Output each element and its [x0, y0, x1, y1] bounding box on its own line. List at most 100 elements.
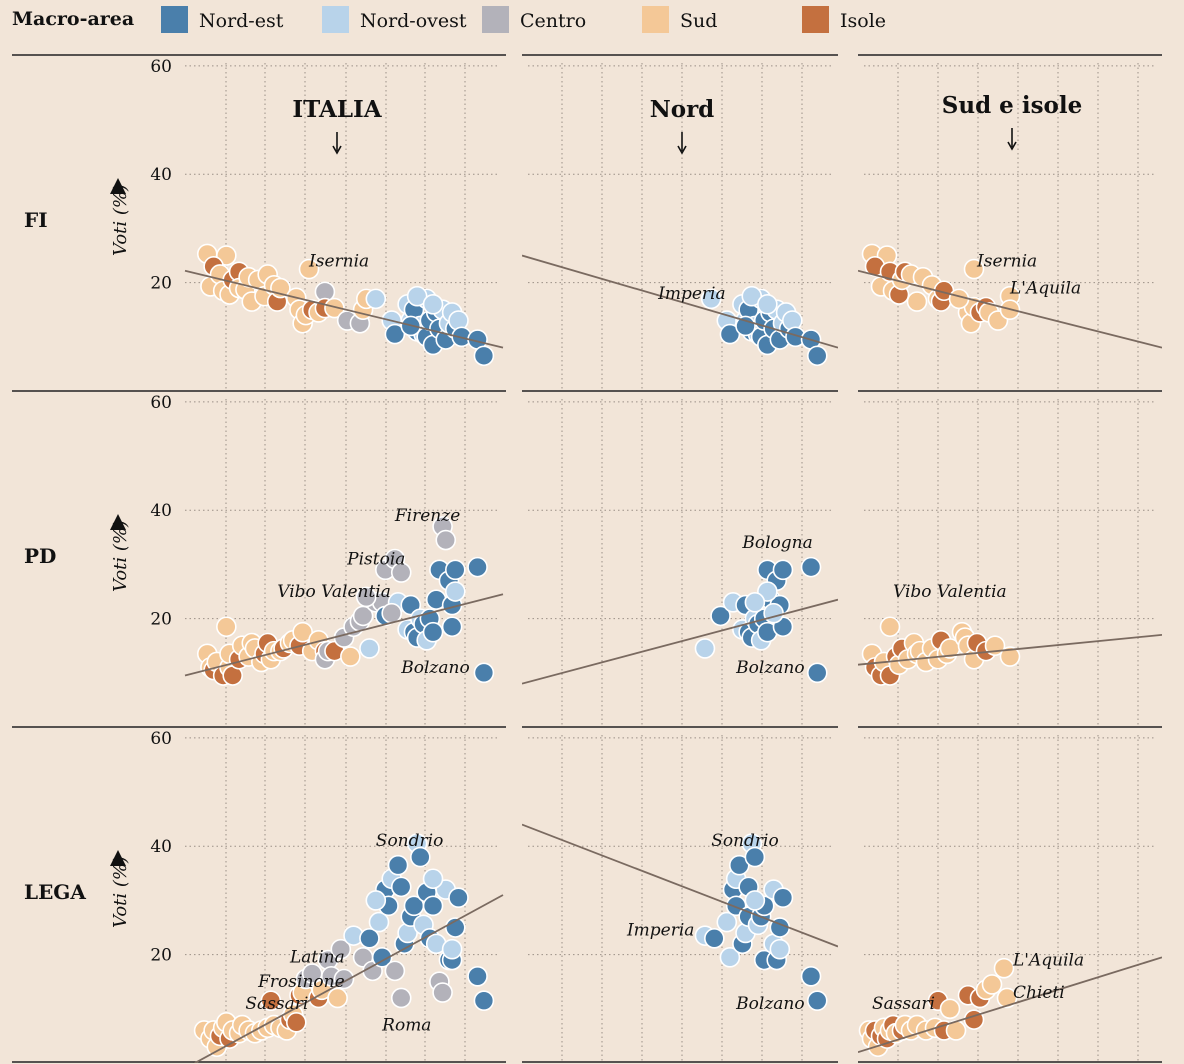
panel-lega-sud-e-isole: Sassari L'Aquila Chieti [858, 735, 1162, 1061]
row-label: LEGA [24, 880, 86, 904]
y-axis-arrow [110, 178, 126, 194]
data-point [441, 938, 463, 960]
point-annotation: Roma [381, 1015, 431, 1035]
data-point [432, 982, 453, 1003]
data-point [473, 990, 495, 1011]
legend-swatch [802, 6, 829, 33]
legend-label: Centro [520, 10, 587, 32]
trend-line [522, 598, 838, 685]
legend-swatch [482, 6, 509, 33]
data-point [467, 965, 488, 987]
data-point [719, 947, 741, 968]
data-point [422, 868, 444, 890]
data-point [710, 605, 731, 627]
y-tick-label: 60 [150, 393, 172, 413]
data-point [441, 616, 463, 638]
point-annotation: L'Aquila [1009, 278, 1081, 298]
panel-pd-italia: 20 40 60 PD Voti (%) Firenze Pistoia Vibo Valen… [24, 393, 504, 725]
y-axis-label: Voti (%) [110, 520, 131, 592]
point-annotation: Sassari [872, 994, 935, 1014]
data-point [384, 323, 406, 345]
point-annotation: Isernia [308, 251, 369, 271]
data-point [298, 258, 320, 280]
data-point [444, 581, 466, 602]
trend-line [184, 593, 504, 677]
row-label: FI [24, 208, 48, 232]
legend-swatch [642, 6, 669, 33]
data-point [948, 288, 970, 310]
data-point [355, 586, 377, 608]
data-point [763, 602, 784, 624]
trend-line [858, 956, 1162, 1054]
point-annotation: Sassari [245, 994, 308, 1014]
data-point [772, 559, 794, 581]
trend-line [193, 894, 504, 1063]
data-point [473, 662, 495, 684]
legend-label: Sud [680, 10, 718, 32]
data-point [744, 592, 766, 613]
y-tick-label: 20 [150, 274, 172, 294]
data-point [806, 990, 828, 1011]
point-annotation: Bolzano [735, 658, 804, 678]
y-axis-arrow [110, 850, 126, 866]
data-point [473, 345, 495, 367]
data-point [800, 556, 822, 578]
trend-line [858, 269, 1162, 349]
point-annotation: Latina [289, 948, 345, 968]
data-point [365, 288, 387, 310]
column-title: ITALIA [292, 96, 382, 123]
y-tick-label: 20 [150, 946, 172, 966]
panel-lega-nord: Sondrio Imperia Bolzano [522, 735, 838, 1061]
data-point [939, 998, 961, 1020]
point-annotation: Isernia [976, 251, 1037, 271]
trend-line [522, 254, 838, 349]
panel-marks [858, 616, 1162, 686]
point-annotation: Firenze [394, 506, 460, 526]
y-tick-label: 40 [150, 837, 172, 857]
panel-pd-sud-e-isole: Vibo Valentia [858, 399, 1162, 725]
legend-label: Nord-ovest [360, 10, 467, 32]
data-point [422, 895, 444, 917]
data-point [422, 293, 444, 315]
data-point [448, 887, 469, 909]
y-tick-label: 40 [150, 501, 172, 521]
data-point [422, 621, 444, 643]
panel-marks [522, 823, 838, 1011]
data-point [340, 646, 361, 667]
data-point [704, 928, 725, 949]
data-point [981, 974, 1003, 995]
panel-marks [522, 556, 838, 685]
data-point [387, 854, 409, 876]
panel-marks [193, 833, 504, 1063]
data-point [700, 288, 722, 310]
point-annotation: Bologna [741, 533, 812, 553]
panel-fi-italia: 20 40 60 FI Voti (%) ITALIA Isernia [24, 57, 504, 389]
panel-marks [522, 254, 838, 367]
point-annotation: Vibo Valentia [893, 582, 1007, 602]
data-point [999, 646, 1021, 667]
panel-marks [184, 243, 504, 367]
column-title: Nord [650, 96, 715, 123]
data-point [744, 890, 766, 911]
data-point [285, 1012, 307, 1033]
y-axis-label: Voti (%) [110, 856, 131, 928]
column-arrow-head [332, 145, 342, 155]
data-point [744, 846, 766, 868]
data-point [371, 947, 393, 968]
legend-swatch [161, 6, 188, 33]
panel-fi-nord: Nord Imperia [522, 63, 838, 389]
data-point [365, 890, 387, 911]
data-point [384, 960, 406, 982]
column-arrow-head [1007, 141, 1017, 151]
data-point [769, 938, 791, 960]
data-point [390, 562, 412, 583]
panel-pd-nord: Bologna Bolzano [522, 399, 838, 725]
panel-marks [858, 956, 1162, 1058]
point-annotation: Pistoia [346, 549, 405, 569]
data-point [435, 529, 457, 551]
point-annotation: Sondrio [711, 831, 779, 851]
data-point [410, 846, 431, 868]
point-annotation: Bolzano [400, 658, 469, 678]
data-point [390, 987, 412, 1009]
